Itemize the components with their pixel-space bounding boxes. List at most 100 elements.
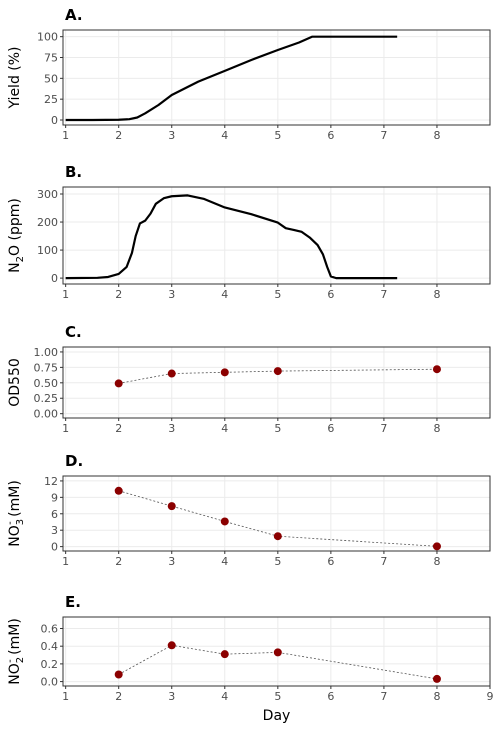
x-tick-label: 8 — [433, 690, 440, 703]
data-point — [273, 648, 282, 657]
data-point — [167, 369, 176, 378]
y-tick-label: 12 — [44, 475, 58, 488]
x-tick-label: 1 — [62, 690, 69, 703]
data-point — [114, 486, 123, 495]
x-tick-label: 1 — [62, 422, 69, 435]
x-tick-label: 5 — [274, 690, 281, 703]
y-label-part: Yield (%) — [7, 46, 23, 109]
y-label-part: - — [5, 521, 16, 525]
x-tick-label: 5 — [274, 555, 281, 568]
data-point — [167, 641, 176, 650]
y-tick-label: 200 — [37, 216, 58, 229]
x-tick-label: 4 — [221, 422, 228, 435]
y-tick-label: 300 — [37, 188, 58, 201]
data-point — [273, 367, 282, 376]
y-axis-label: N2O (ppm) — [7, 198, 26, 273]
x-tick-label: 8 — [433, 555, 440, 568]
x-tick-label: 2 — [115, 422, 122, 435]
x-axis-label: Day — [263, 708, 291, 724]
x-tick-label: 1 — [62, 555, 69, 568]
y-tick-label: 25 — [44, 93, 58, 106]
x-tick-label: 3 — [168, 129, 175, 142]
plot-border — [62, 29, 491, 126]
y-axis-label: Yield (%) — [7, 46, 23, 109]
y-tick-label: 0.0 — [41, 676, 59, 689]
data-point — [167, 502, 176, 511]
y-tick-label: 0.00 — [34, 408, 59, 421]
x-tick-label: 4 — [221, 555, 228, 568]
x-tick-label: 5 — [274, 288, 281, 301]
y-tick-label: 1.00 — [34, 346, 59, 359]
plot-border — [62, 346, 491, 419]
y-axis-label: NO2- (mM) — [5, 618, 26, 685]
x-tick-label: 7 — [380, 422, 387, 435]
data-point — [220, 650, 229, 659]
plot-border — [62, 475, 491, 552]
plot-border — [62, 186, 491, 285]
x-tick-label: 6 — [327, 129, 334, 142]
x-tick-label: 7 — [380, 288, 387, 301]
y-tick-label: 0.50 — [34, 377, 59, 390]
y-label-part: O (ppm) — [7, 198, 23, 256]
data-point — [432, 365, 441, 374]
x-tick-label: 1 — [62, 129, 69, 142]
y-tick-label: 0.75 — [34, 361, 59, 374]
y-tick-label: 0.25 — [34, 392, 59, 405]
y-axis-label: NO3- (mM) — [5, 480, 26, 547]
y-tick-label: 0 — [51, 114, 58, 127]
x-tick-label: 6 — [327, 422, 334, 435]
y-label-part: (mM) — [7, 618, 23, 659]
panel-title: C. — [65, 323, 82, 341]
x-tick-label: 8 — [433, 288, 440, 301]
x-tick-label: 2 — [115, 555, 122, 568]
x-tick-label: 6 — [327, 690, 334, 703]
x-tick-label: 5 — [274, 422, 281, 435]
data-line — [118, 644, 438, 680]
data-point — [220, 517, 229, 526]
x-tick-label: 6 — [327, 288, 334, 301]
y-label-part: 2 — [15, 256, 26, 262]
y-tick-label: 75 — [44, 52, 58, 65]
y-tick-label: 100 — [37, 244, 58, 257]
y-tick-label: 0.4 — [41, 640, 59, 653]
y-label-part: 2 — [15, 657, 26, 663]
x-tick-label: 3 — [168, 555, 175, 568]
x-tick-label: 2 — [115, 690, 122, 703]
data-point — [432, 542, 441, 551]
panel-title: A. — [65, 6, 83, 24]
y-tick-label: 0 — [51, 272, 58, 285]
panel-title: D. — [65, 452, 83, 470]
plot-border — [62, 616, 491, 687]
y-axis-label: OD550 — [7, 358, 23, 407]
y-tick-label: 100 — [37, 31, 58, 44]
x-tick-label: 3 — [168, 288, 175, 301]
data-point — [432, 674, 441, 683]
y-tick-label: 50 — [44, 72, 58, 85]
y-label-part: NO — [7, 663, 23, 685]
y-tick-label: 6 — [51, 508, 58, 521]
x-tick-label: 1 — [62, 288, 69, 301]
y-label-part: (mM) — [7, 480, 23, 521]
data-line — [65, 194, 398, 280]
x-tick-label: 4 — [221, 690, 228, 703]
x-tick-label: 2 — [115, 129, 122, 142]
y-tick-label: 3 — [51, 524, 58, 537]
data-point — [114, 379, 123, 388]
x-tick-label: 9 — [487, 690, 494, 703]
x-tick-label: 7 — [380, 690, 387, 703]
x-tick-label: 7 — [380, 555, 387, 568]
data-point — [273, 532, 282, 541]
panel-title: B. — [65, 163, 82, 181]
x-tick-label: 4 — [221, 288, 228, 301]
x-tick-label: 4 — [221, 129, 228, 142]
x-tick-label: 8 — [433, 422, 440, 435]
y-tick-label: 9 — [51, 491, 58, 504]
y-label-part: N — [7, 262, 23, 272]
data-line — [118, 490, 437, 547]
y-label-part: - — [5, 659, 16, 663]
x-tick-label: 6 — [327, 555, 334, 568]
y-label-part: 3 — [15, 519, 26, 525]
y-tick-label: 0.2 — [41, 658, 59, 671]
